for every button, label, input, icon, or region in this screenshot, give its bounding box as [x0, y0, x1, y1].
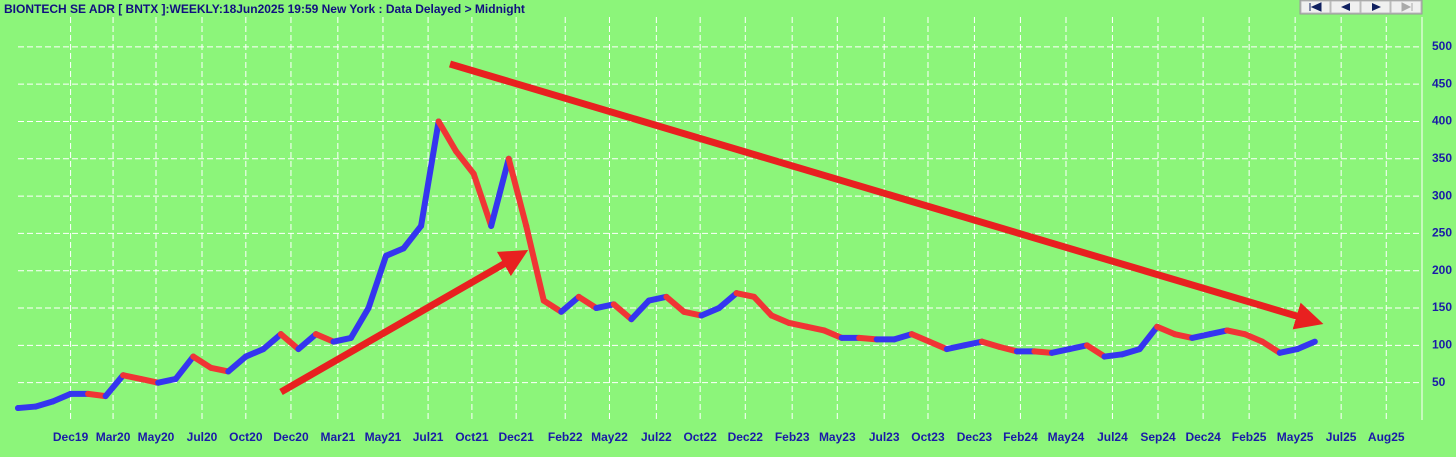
- price-segment: [523, 222, 547, 304]
- price-segment: [400, 222, 425, 252]
- price-segment: [996, 343, 1020, 355]
- price-series: [15, 118, 1318, 412]
- x-tick-label: Dec19: [53, 430, 89, 444]
- y-tick-label: 50: [1432, 375, 1446, 389]
- annotation-arrow: [449, 60, 1324, 330]
- y-tick-label: 150: [1432, 300, 1452, 314]
- price-segment: [453, 148, 477, 177]
- nav-next[interactable]: [1360, 0, 1391, 14]
- price-segment: [575, 293, 600, 312]
- price-segment: [716, 290, 740, 312]
- price-segment: [260, 331, 284, 353]
- nav-prev[interactable]: [1330, 0, 1361, 14]
- price-segment: [488, 155, 512, 229]
- price-segment: [102, 372, 127, 400]
- x-tick-label: May23: [819, 430, 856, 444]
- price-segment: [295, 331, 319, 353]
- x-tick-label: Jul22: [641, 430, 672, 444]
- x-tick-label: Sep24: [1140, 430, 1176, 444]
- price-segment: [470, 170, 495, 229]
- price-segment: [751, 293, 775, 319]
- nav-last[interactable]: [1390, 0, 1422, 14]
- x-tick-label: Dec24: [1185, 430, 1221, 444]
- price-segment: [312, 331, 337, 345]
- price-segment: [540, 297, 565, 315]
- y-tick-label: 350: [1432, 151, 1452, 165]
- x-tick-label: Mar21: [320, 430, 355, 444]
- grid: 50 100 150 200 250 300 350 400 450 500 Dec19 Mar20 M…: [18, 17, 1452, 444]
- y-tick-label: 100: [1432, 338, 1452, 352]
- price-segment: [418, 118, 442, 229]
- y-tick-label: 400: [1432, 114, 1452, 128]
- price-segment: [50, 390, 74, 405]
- price-segment: [1136, 323, 1161, 353]
- price-segment: [242, 346, 267, 360]
- x-tick-label: May20: [138, 430, 175, 444]
- price-segment: [663, 293, 687, 315]
- price-segment: [698, 305, 722, 319]
- x-tick-label: Oct21: [455, 430, 489, 444]
- y-tick-label: 450: [1432, 76, 1452, 90]
- y-tick-label: 300: [1432, 188, 1452, 202]
- x-tick-label: Oct22: [683, 430, 717, 444]
- x-tick-label: Aug25: [1368, 430, 1405, 444]
- x-tick-label: Dec22: [728, 430, 764, 444]
- x-tick-label: Dec23: [957, 430, 993, 444]
- annotation-arrow: [279, 250, 529, 396]
- x-tick-label: Mar20: [96, 430, 131, 444]
- y-tick-label: 250: [1432, 226, 1452, 240]
- price-segment: [926, 338, 950, 353]
- price-segment: [383, 245, 407, 259]
- price-segment: [610, 301, 635, 323]
- price-segment: [365, 252, 390, 312]
- y-tick-label: 500: [1432, 39, 1452, 53]
- y-tick-label: 200: [1432, 263, 1452, 277]
- x-tick-label: Jul24: [1097, 430, 1128, 444]
- price-segment: [768, 312, 793, 326]
- price-segment: [891, 331, 915, 343]
- price-segment: [908, 331, 933, 345]
- x-tick-label: Jul21: [413, 430, 444, 444]
- x-tick-label: May22: [591, 430, 628, 444]
- x-tick-label: Feb23: [775, 430, 810, 444]
- price-segment: [821, 327, 845, 341]
- price-segment: [1241, 331, 1266, 345]
- price-segment: [435, 118, 460, 155]
- price-segment: [347, 305, 372, 341]
- price-segment: [628, 297, 652, 323]
- x-tick-label: May21: [365, 430, 402, 444]
- price-segment: [172, 353, 197, 382]
- price-segment: [1119, 346, 1143, 358]
- price-segment: [1294, 338, 1318, 353]
- navigation-buttons: [1299, 0, 1423, 15]
- price-segment: [1259, 338, 1283, 356]
- x-tick-label: Oct23: [911, 430, 945, 444]
- x-tick-label: Oct20: [229, 430, 263, 444]
- x-tick-label: Dec20: [273, 430, 309, 444]
- price-segment: [505, 155, 530, 229]
- price-segment: [978, 338, 1003, 350]
- x-tick-label: Feb22: [548, 430, 583, 444]
- price-segment: [32, 398, 57, 410]
- x-tick-label: Feb24: [1003, 430, 1038, 444]
- price-segment: [225, 353, 249, 375]
- x-tick-label: Feb25: [1232, 430, 1267, 444]
- x-tick-label: Jul23: [869, 430, 900, 444]
- price-segment: [558, 293, 582, 315]
- price-segment: [1084, 342, 1108, 360]
- price-segment: [277, 331, 302, 353]
- price-segment: [190, 353, 214, 371]
- x-tick-label: Jul20: [187, 430, 218, 444]
- x-tick-label: Jul25: [1326, 430, 1357, 444]
- nav-first[interactable]: [1300, 0, 1331, 14]
- price-segment: [1154, 323, 1178, 338]
- x-tick-label: May24: [1048, 430, 1085, 444]
- x-tick-label: Dec21: [498, 430, 534, 444]
- chart-title: BIONTECH SE ADR [ BNTX ]:WEEKLY:18Jun202…: [4, 2, 525, 16]
- x-tick-label: May25: [1277, 430, 1314, 444]
